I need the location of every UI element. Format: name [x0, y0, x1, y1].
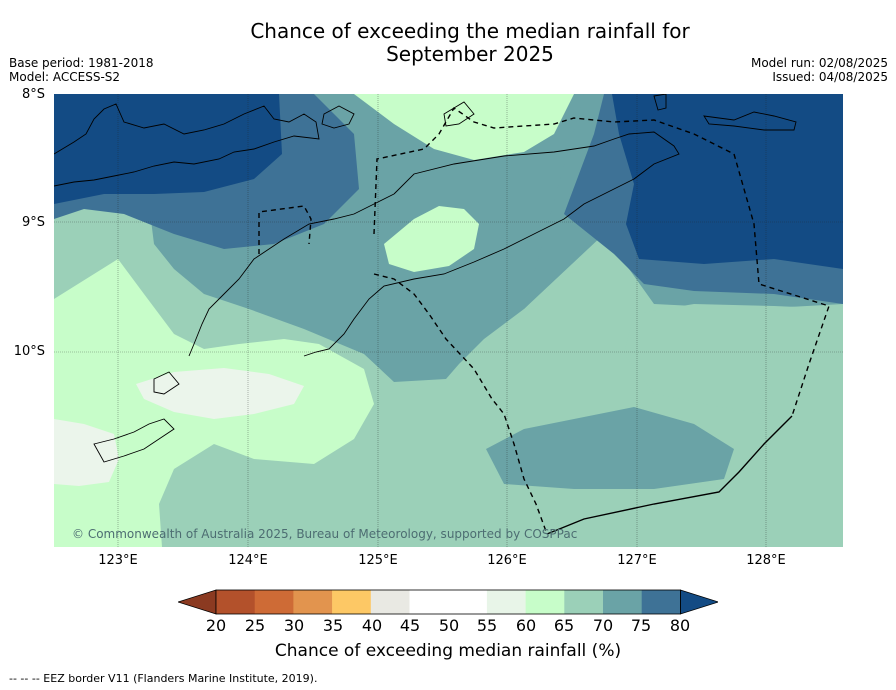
- colorbar-outline: [215, 589, 681, 615]
- lon-label-124e: 124°E: [228, 553, 268, 568]
- zone-55-60-timor: [136, 368, 304, 419]
- zone-above-80-east: [612, 94, 843, 269]
- colorbar-tick-70: 70: [592, 616, 614, 635]
- zone-60-65-center: [384, 206, 479, 272]
- model-name: Model: ACCESS-S2: [9, 70, 121, 84]
- colorbar-extend-high: [679, 589, 718, 615]
- colorbar-tick-65: 65: [553, 616, 575, 635]
- colorbar-cell-70: [603, 590, 642, 614]
- graticule: [54, 94, 843, 547]
- coastline-lembata: [443, 101, 475, 127]
- zone-55-60-southwest: [54, 419, 119, 486]
- zone-60-65-north: [354, 94, 574, 160]
- run-info: Model run: 02/08/2025 Issued: 04/08/2025: [751, 56, 888, 84]
- coastline-savu: [93, 418, 175, 463]
- colorbar-tick-55: 55: [476, 616, 498, 635]
- colorbar-cell-60: [525, 590, 565, 614]
- coastlines: [54, 94, 797, 463]
- coastline-timor-west: [188, 193, 395, 357]
- coastline-alor: [321, 105, 355, 129]
- coastline-flores: [54, 103, 320, 187]
- lat-label-9s: 9°S: [21, 215, 45, 230]
- copyright-notice: © Commonwealth of Australia 2025, Bureau…: [72, 527, 577, 541]
- rainfall-map: © Commonwealth of Australia 2025, Bureau…: [54, 94, 843, 547]
- colorbar-tick-25: 25: [244, 616, 266, 635]
- title-line-2: September 2025: [386, 42, 554, 66]
- colorbar-cell-30: [293, 590, 333, 614]
- zone-70-75-south: [486, 407, 734, 489]
- colorbar-tick-20: 20: [205, 616, 227, 635]
- eez-border-solid: [546, 415, 793, 535]
- colorbar-tick-35: 35: [322, 616, 344, 635]
- colorbar-cell-35: [332, 590, 372, 614]
- colorbar-cell-75: [641, 590, 681, 614]
- base-period: Base period: 1981-2018: [9, 56, 154, 70]
- coastline-east-islands: [703, 111, 797, 131]
- zone-65-70-pocket: [624, 304, 843, 454]
- lon-label-126e: 126°E: [487, 553, 527, 568]
- colorbar-cell-65: [564, 590, 604, 614]
- colorbar-cell-55: [486, 590, 526, 614]
- colorbar-cell-50: [448, 590, 488, 614]
- colorbar-tick-45: 45: [399, 616, 421, 635]
- lat-label-10s: 10°S: [13, 344, 45, 359]
- colorbar-tick-50: 50: [438, 616, 460, 635]
- colorbar-tick-75: 75: [630, 616, 652, 635]
- lat-label-8s: 8°S: [21, 87, 45, 102]
- issued-date: Issued: 04/08/2025: [772, 70, 888, 84]
- colorbar-cell-25: [254, 590, 294, 614]
- colorbar-tick-80: 80: [669, 616, 691, 635]
- colorbar-extend-low: [178, 589, 217, 615]
- eez-border: [258, 106, 830, 535]
- model-run-date: Model run: 02/08/2025: [750, 56, 888, 70]
- map-title: Chance of exceeding the median rainfall …: [200, 20, 740, 66]
- colorbar-tick-60: 60: [515, 616, 537, 635]
- title-line-1: Chance of exceeding the median rainfall …: [250, 19, 690, 43]
- eez-footnote: -- -- -- EEZ border V11 (Flanders Marine…: [9, 672, 318, 685]
- lon-label-127e: 127°E: [617, 553, 657, 568]
- colorbar-tick-40: 40: [361, 616, 383, 635]
- colorbar-tick-30: 30: [283, 616, 305, 635]
- colorbar-cell-45: [409, 590, 449, 614]
- colorbar-cell-20: [216, 590, 255, 614]
- coastline-wetar: [653, 94, 667, 111]
- coastline-timor-north: [303, 131, 680, 357]
- colorbar: [178, 589, 718, 615]
- coastline-rote: [153, 371, 180, 395]
- lon-label-125e: 125°E: [358, 553, 398, 568]
- colorbar-cell-40: [370, 590, 410, 614]
- model-info: Base period: 1981-2018 Model: ACCESS-S2: [9, 56, 154, 84]
- lon-label-123e: 123°E: [98, 553, 138, 568]
- colorbar-label: Chance of exceeding median rainfall (%): [274, 641, 622, 661]
- lon-label-128e: 128°E: [746, 553, 786, 568]
